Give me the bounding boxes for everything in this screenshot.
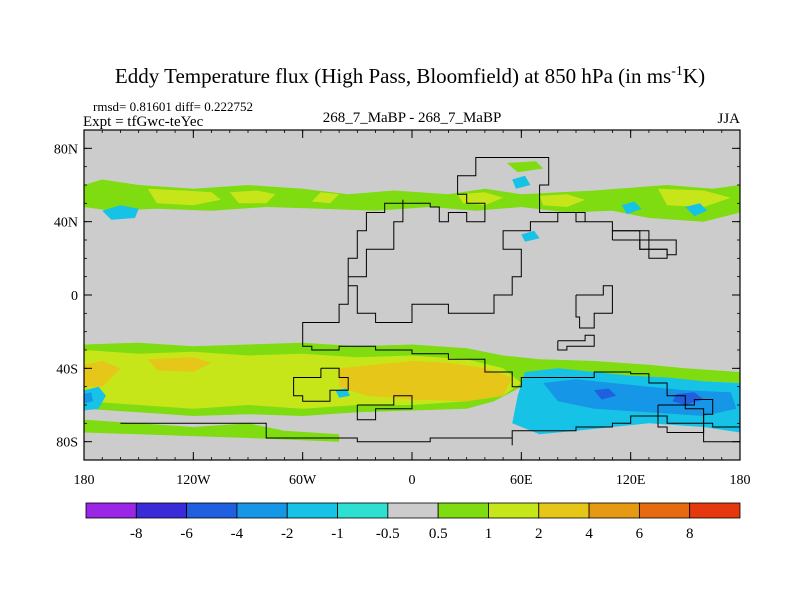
chart-title: Eddy Temperature flux (High Pass, Bloomf…	[115, 64, 705, 88]
region-nh-yellow-2	[229, 190, 276, 204]
x-tick-labels: 180 120W 60W 0 60E 120E 180	[74, 473, 751, 488]
region-nh-yellow-6	[658, 188, 731, 207]
contour-regions	[84, 161, 740, 442]
y-tick-label-4: 80S	[56, 436, 78, 451]
colorbar-label-1: -6	[180, 526, 193, 542]
x-tick-label-2: 60W	[289, 473, 317, 488]
colorbar-label-6: 0.5	[429, 526, 448, 542]
region-nh-cyan-3	[685, 203, 708, 217]
center-label: 268_7_MaBP - 268_7_MaBP	[323, 110, 502, 126]
colorbar-label-3: -2	[281, 526, 294, 542]
colorbar-swatch-9	[538, 502, 590, 519]
region-sh-green-lower	[84, 419, 340, 442]
region-nh-cyan-4	[512, 175, 531, 189]
season-label: JJA	[717, 111, 740, 127]
colorbar-labels: -8 -6 -4 -2 -1 -0.5 0.5 1 2 4 6 8	[130, 526, 693, 542]
coastline-inner-coast-2	[557, 334, 595, 351]
colorbar-swatch-1	[135, 502, 188, 519]
colorbar-swatch-6	[387, 502, 439, 519]
region-nh-cyan-2	[621, 201, 642, 215]
x-tick-label-1: 120W	[176, 473, 211, 488]
colorbar-swatch-12	[689, 502, 741, 519]
y-tick-label-2: 0	[71, 289, 78, 304]
region-nh-green-band	[84, 179, 740, 222]
region-sh-blue-band	[543, 379, 737, 416]
colorbar-swatch-11	[638, 502, 691, 519]
colorbar	[85, 502, 741, 519]
colorbar-swatch-8	[488, 502, 540, 519]
y-tick-label-1: 40N	[54, 216, 78, 231]
plot-frame	[83, 129, 741, 461]
coastline-inner-coast-6	[356, 395, 413, 421]
coastlines	[120, 157, 740, 446]
x-tick-label-5: 120E	[616, 473, 646, 488]
colorbar-swatch-2	[186, 502, 238, 519]
coastline-inner-coast-3	[575, 285, 613, 329]
region-nh-yellow-4	[457, 192, 504, 206]
x-tick-label-3: 0	[409, 473, 416, 488]
region-nh-yellow-1	[147, 188, 221, 206]
colorbar-label-10: 6	[636, 526, 644, 542]
colorbar-label-2: -4	[231, 526, 244, 542]
expt-label: Expt = tfGwc-teYec	[83, 114, 204, 130]
coastline-inner-coast-5	[657, 399, 714, 433]
stats-text: rmsd= 0.81601 diff= 0.222752	[93, 99, 253, 114]
coastline-inner-coast-1	[293, 367, 349, 402]
colorbar-swatch-10	[588, 502, 640, 519]
colorbar-label-7: 1	[485, 526, 493, 542]
colorbar-label-11: 8	[686, 526, 694, 542]
y-tick-label-0: 80N	[54, 142, 78, 157]
colorbar-swatch-0	[85, 502, 137, 519]
region-nh-yellow-3	[311, 192, 340, 204]
colorbar-label-0: -8	[130, 526, 143, 542]
region-nh-green-arctic	[506, 161, 544, 173]
colorbar-label-5: -0.5	[376, 526, 400, 542]
region-sh-orange-3	[339, 361, 513, 402]
colorbar-swatch-5	[337, 502, 389, 519]
x-tick-label-0: 180	[74, 473, 95, 488]
x-tick-label-4: 60E	[510, 473, 533, 488]
chart-title-superscript: -1	[671, 64, 683, 79]
y-tick-labels: 80N 40N 0 40S 80S	[54, 142, 78, 450]
colorbar-swatch-3	[236, 502, 288, 519]
region-nh-cyan-1	[102, 205, 139, 220]
coastline-inner-coast-4	[611, 230, 677, 256]
x-tick-label-6: 180	[730, 473, 751, 488]
region-nh-cyan-5	[521, 230, 540, 242]
colorbar-label-9: 4	[585, 526, 593, 542]
coastline-pangaea-outline	[120, 157, 740, 446]
colorbar-label-4: -1	[331, 526, 344, 542]
region-sh-blue-west	[84, 392, 94, 404]
chart-title-end: K)	[683, 64, 705, 88]
region-sh-orange-2	[147, 357, 212, 372]
y-tick-label-3: 40S	[56, 362, 78, 377]
colorbar-swatch-4	[286, 502, 338, 519]
chart-title-main: Eddy Temperature flux (High Pass, Bloomf…	[115, 64, 671, 88]
region-nh-yellow-5	[539, 194, 586, 207]
colorbar-label-8: 2	[535, 526, 543, 542]
region-sh-orange-1	[84, 361, 121, 387]
colorbar-swatch-7	[437, 502, 489, 519]
region-sh-dblue-1	[594, 388, 617, 400]
